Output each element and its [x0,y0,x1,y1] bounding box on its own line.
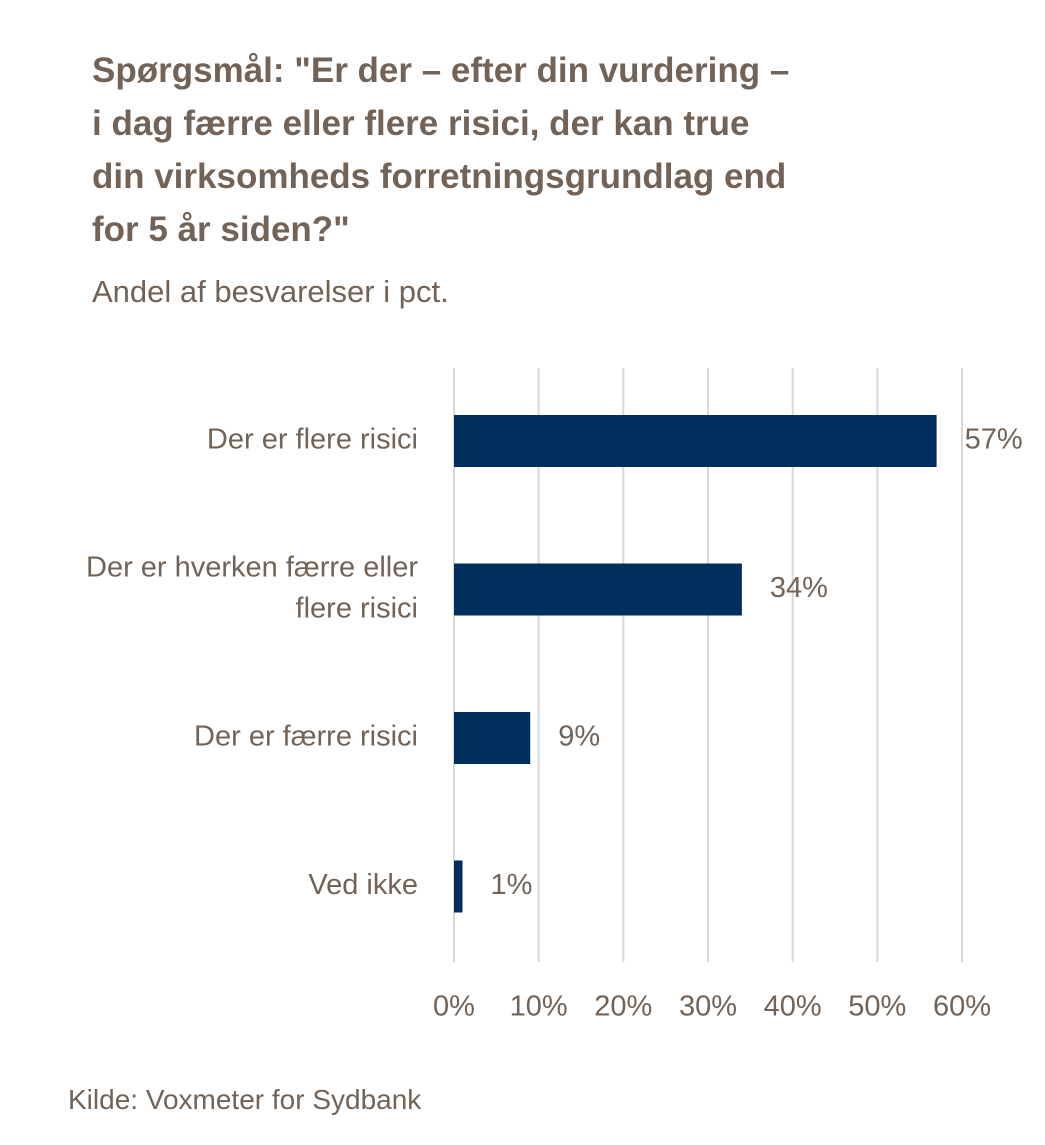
data-label: 9% [558,721,600,753]
bar [454,712,531,764]
data-labels: 57% 34% 9% 1% [490,424,1022,902]
data-label: 57% [965,424,1023,456]
category-label: Der er hverken færre eller [86,552,418,584]
x-tick-label: 10% [510,991,568,1023]
chart-title-line-2: i dag færre eller flere risici, der kan … [92,104,750,143]
x-tick-label: 0% [433,991,475,1023]
data-label: 1% [490,869,532,901]
chart-title-line-4: for 5 år siden?" [92,210,350,249]
category-label: Der er flere risici [207,424,418,456]
x-tick-label: 30% [679,991,737,1023]
x-tick-label: 50% [848,991,906,1023]
x-tick-label: 20% [594,991,652,1023]
bar [454,860,463,913]
source-note: Kilde: Voxmeter for Sydbank [68,1084,422,1115]
category-label: Der er færre risici [194,721,418,753]
data-label: 34% [770,572,828,604]
category-labels: Der er flere risici Der er hverken færre … [86,424,418,902]
x-tick-label: 60% [933,991,991,1023]
chart-subtitle: Andel af besvarelser i pct. [92,274,449,309]
chart-title: Spørgsmål: "Er der – efter din vurdering… [92,44,972,256]
bars [454,415,937,913]
bar [454,563,742,616]
chart-title-line-1: Spørgsmål: "Er der – efter din vurdering… [92,51,790,90]
chart-title-line-3: din virksomheds forretningsgrundlag end [92,157,787,196]
category-label: Ved ikke [308,869,418,901]
bar [454,415,937,467]
x-axis-tick-labels: 0% 10% 20% 30% 40% 50% 60% [433,991,991,1023]
x-tick-label: 40% [764,991,822,1023]
category-label: flere risici [296,593,418,625]
